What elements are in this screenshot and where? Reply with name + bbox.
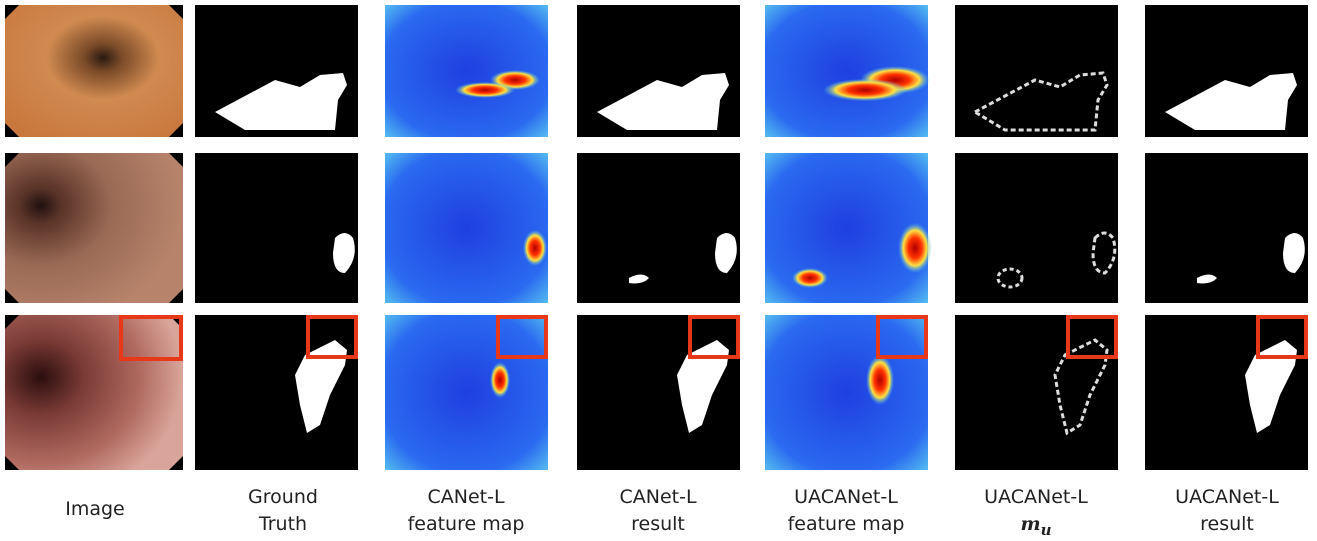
uncertainty-contour: [971, 71, 1109, 132]
heat-spot: [898, 222, 932, 274]
column-symbol: mu: [1020, 513, 1051, 539]
cell: [385, 315, 548, 470]
column-label: UACANet-L: [1175, 486, 1279, 508]
mask: [715, 233, 737, 273]
feature-map: [765, 315, 928, 470]
cell-bg: [955, 315, 1118, 470]
cell: [765, 5, 930, 137]
cell: [195, 315, 358, 470]
column-label: feature map: [788, 513, 905, 535]
cell: [1145, 153, 1308, 303]
heat-spot: [866, 354, 894, 406]
uncertainty-contour: [1053, 338, 1109, 436]
mask: [677, 340, 729, 433]
cell: [577, 153, 740, 303]
column-label: result: [1200, 513, 1254, 535]
cell: [1145, 5, 1308, 137]
column-label: CANet-L: [619, 486, 696, 508]
cell: [765, 315, 928, 470]
column-label: Truth: [258, 513, 307, 535]
subscript: u: [1041, 521, 1052, 539]
cell: [385, 5, 548, 137]
highlight-box: [119, 315, 183, 361]
cell-bg: [1145, 153, 1308, 303]
heat-spot: [455, 82, 515, 98]
heat-spot: [523, 230, 547, 266]
mask: [1245, 340, 1297, 433]
cell: [5, 315, 183, 470]
heat-spot: [792, 268, 828, 288]
uncertainty-contour: [996, 267, 1024, 289]
cell-bg: [195, 153, 358, 303]
column-label: Ground: [248, 486, 318, 508]
cell-bg: [955, 5, 1118, 137]
cell-bg: [577, 153, 740, 303]
mask: [597, 73, 729, 130]
cell: [955, 5, 1118, 137]
feature-map: [385, 315, 548, 470]
column-label: Image: [65, 498, 125, 520]
column-labels: Image Ground Truth CANet-L feature map CANet-…: [65, 486, 1279, 539]
cell: [765, 153, 932, 303]
mask: [1283, 233, 1305, 273]
cell: [5, 153, 183, 303]
cell: [1145, 315, 1308, 470]
highlight-box: [306, 315, 358, 359]
cell: [5, 5, 183, 137]
symbol: m: [1020, 513, 1040, 535]
heat-spot: [823, 78, 907, 102]
feature-map: [765, 153, 928, 303]
mask: [295, 340, 347, 433]
cell: [577, 5, 740, 137]
mask: [629, 274, 649, 284]
highlight-box: [876, 315, 928, 359]
feature-map: [385, 153, 548, 303]
cell-bg: [1145, 315, 1308, 470]
endoscopy-image: [5, 153, 183, 303]
column-label: result: [631, 513, 685, 535]
column-label: UACANet-L: [794, 486, 898, 508]
highlight-box: [496, 315, 548, 359]
cell-bg: [195, 315, 358, 470]
cell: [385, 153, 548, 303]
heat-spot: [490, 362, 510, 398]
column-label: UACANet-L: [984, 486, 1088, 508]
mask: [1165, 73, 1297, 130]
endoscopy-image: [5, 315, 183, 470]
cell: [195, 5, 358, 137]
cell: [955, 315, 1118, 470]
cell: [577, 315, 740, 470]
highlight-box: [1066, 315, 1118, 359]
column-label: CANet-L: [427, 486, 504, 508]
endoscopy-image: [5, 5, 183, 137]
mask: [333, 233, 355, 273]
cell-bg: [577, 315, 740, 470]
uncertainty-contour: [1091, 231, 1117, 275]
highlight-box: [1256, 315, 1308, 359]
mask: [215, 73, 347, 130]
cell-bg: [955, 153, 1118, 303]
cell: [955, 153, 1118, 303]
image-grid: [5, 5, 1308, 470]
mask: [1197, 274, 1217, 284]
cell: [195, 153, 358, 303]
column-label: feature map: [408, 513, 525, 535]
highlight-box: [688, 315, 740, 359]
